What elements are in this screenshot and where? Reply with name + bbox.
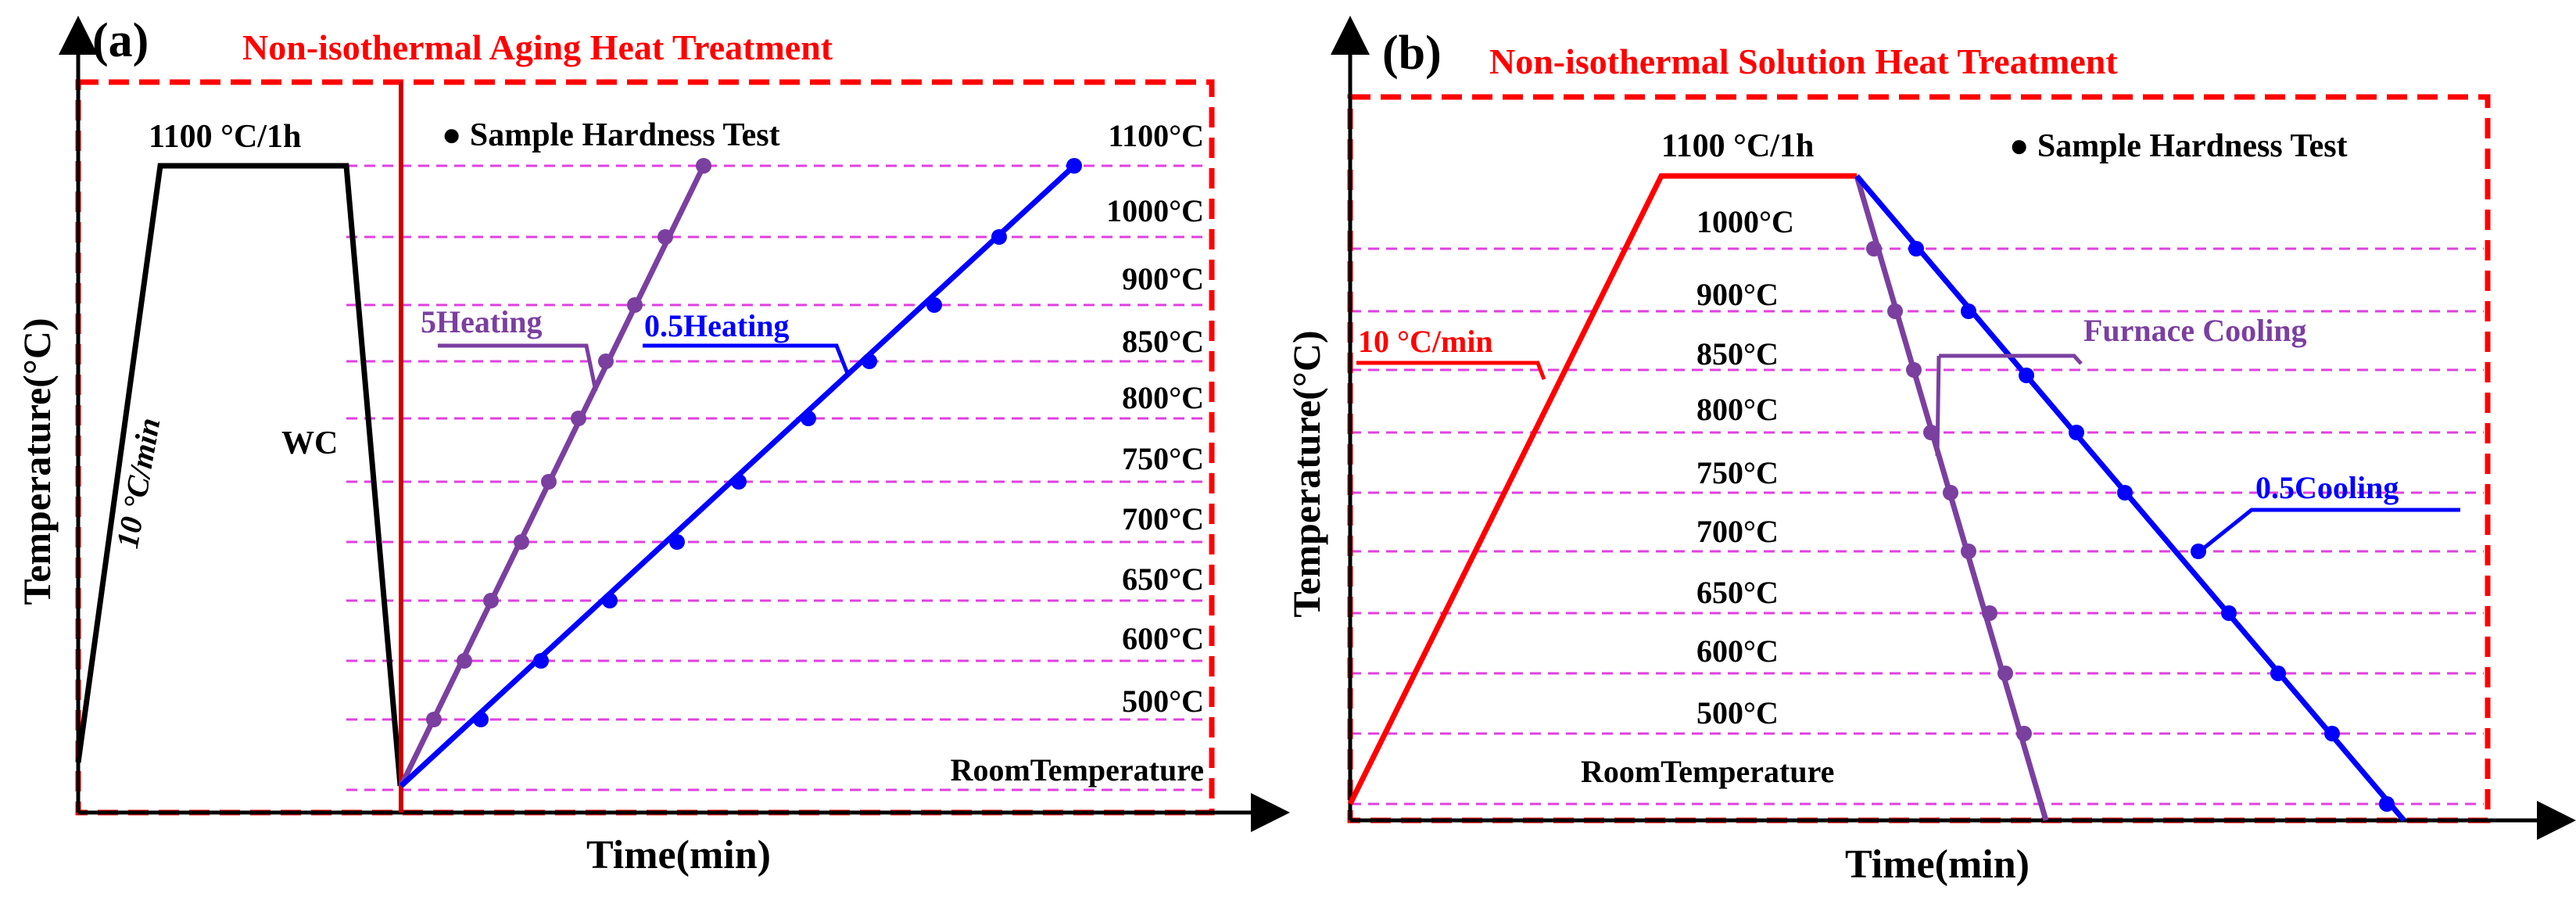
panel-b-heating-profile [1347, 173, 1857, 806]
panel-b-furnace-cooling-point [1943, 485, 1958, 501]
panel-a-0.5heating-point [991, 229, 1007, 245]
panel-b-temp-label: 900°C [1696, 277, 1779, 312]
panel-a-5heating-point [457, 653, 472, 669]
panel-a-5heating-points [426, 158, 711, 727]
panel-a-5heating-label: 5Heating [421, 304, 543, 339]
panel-a-temp-label: 850°C [1122, 324, 1204, 359]
panel-b-furnace-leader-drop [1935, 355, 1941, 457]
panel-b-legend: ● Sample Hardness Test [2009, 128, 2348, 164]
panel-a-temp-label: 1000°C [1106, 193, 1204, 228]
panel-b-furnace-cooling-points [1866, 241, 2032, 741]
panel-b-furnace-cooling-point [1887, 303, 1903, 319]
panel-b-0.5cooling-point [2379, 796, 2395, 812]
panel-a-hold-label: 1100 °C/1h [149, 119, 301, 155]
panel-a: (a) Non-isothermal Aging Heat Treatment … [15, 14, 1290, 877]
panel-b-furnace-cooling-point [1866, 241, 1882, 257]
panel-a-0.5heating-leader [643, 343, 851, 376]
panel-a-0.5heating-point [862, 353, 877, 369]
panel-b-ramp-label: 10 °C/min [1358, 324, 1493, 359]
panel-b-furnace-cooling-point [1906, 362, 1922, 378]
panel-a-0.5heating-point [926, 297, 942, 313]
panel-b-guide-lines [1350, 247, 2484, 806]
panel-a-temp-label: 900°C [1122, 261, 1204, 296]
panel-a-5heating-point [696, 158, 711, 174]
panel-a-solution-profile [75, 163, 403, 787]
panel-a-y-label: Temperature(°C) [15, 318, 59, 605]
panel-a-5heating-point [426, 712, 442, 727]
panel-b-0.5cooling-point [1908, 241, 1924, 257]
panel-b-room-label: RoomTemperature [1581, 754, 1834, 789]
panel-a-frame [75, 79, 1215, 816]
panel-b-title: Non-isothermal Solution Heat Treatment [1489, 41, 2118, 81]
panel-a-temperature-labels: 1100°C 1000°C 900°C 850°C 800°C 750°C 70… [1106, 118, 1204, 719]
panel-a-5heating-point [657, 229, 673, 245]
panel-b-furnace-cooling-point [1997, 666, 2013, 681]
panel-b-temp-label: 750°C [1696, 455, 1779, 490]
panel-b-furnace-cooling-label: Furnace Cooling [2083, 313, 2307, 348]
panel-a-5heating-point [627, 297, 643, 313]
panel-b-0.5cooling-point [2270, 666, 2286, 681]
panel-b-furnace-leader [1939, 353, 2083, 365]
panel-b-hold-label: 1100 °C/1h [1661, 128, 1814, 164]
panel-a-room-label: RoomTemperature [951, 752, 1204, 788]
panel-a-temp-label: 750°C [1122, 441, 1204, 476]
panel-a-guide-lines [346, 164, 1208, 791]
panel-b-temp-label: 500°C [1696, 695, 1779, 730]
panel-b-temp-label: 850°C [1696, 336, 1779, 371]
panel-a-legend: ● Sample Hardness Test [442, 117, 780, 153]
panel-b-0.5cooling-point [1961, 303, 1976, 319]
panel-b-0.5cooling-points [1908, 241, 2395, 812]
panel-a-quench-label: WC [281, 425, 338, 461]
panel-b-furnace-cooling-point [1961, 544, 1976, 559]
panel-b-furnace-cooling-point [2016, 726, 2032, 741]
panel-a-0.5heating-point [533, 653, 549, 669]
panel-b-temp-label: 600°C [1696, 633, 1779, 669]
panel-b-temp-label: 650°C [1696, 575, 1779, 610]
panel-a-0.5heating-label: 0.5Heating [644, 308, 790, 343]
panel-b-temperature-labels: 1000°C 900°C 850°C 800°C 750°C 700°C 650… [1696, 204, 1794, 730]
panel-a-temp-label: 650°C [1122, 562, 1204, 597]
panel-a-temp-label: 700°C [1122, 501, 1204, 536]
panel-b-temp-label: 700°C [1696, 514, 1779, 549]
panel-a-temp-label: 500°C [1122, 684, 1204, 719]
panel-b-0.5cooling-point [2324, 726, 2340, 741]
panel-b-temp-label: 800°C [1696, 392, 1779, 427]
panel-a-5heating-point [571, 411, 586, 426]
panel-a-0.5heating-point [731, 474, 747, 490]
panel-a-5heating-point [541, 474, 557, 490]
panel-b-letter: (b) [1382, 27, 1442, 80]
panel-a-0.5heating-point [801, 411, 816, 426]
panel-a-0.5heating-point [602, 593, 618, 608]
panel-b: (b) Non-isothermal Solution Heat Treatme… [1284, 16, 2576, 887]
panel-a-0.5heating-point [1066, 158, 1082, 174]
panel-b-0.5cooling-point [2019, 368, 2034, 383]
panel-b-ramp-leader [1356, 361, 1546, 380]
panel-a-5heating-point [514, 534, 529, 550]
panel-a-5heating-leader [438, 343, 598, 392]
panel-a-letter: (a) [92, 14, 149, 67]
panel-b-0.5cooling-label: 0.5Cooling [2255, 470, 2399, 505]
panel-b-0.5cooling-point [2117, 485, 2133, 501]
panel-a-5heating-point [483, 593, 499, 608]
panel-b-y-label: Temperature(°C) [1284, 330, 1328, 617]
panel-b-furnace-cooling-point [1923, 425, 1939, 440]
panel-a-x-label: Time(min) [586, 833, 771, 877]
panel-a-0.5heating-points [473, 158, 1082, 727]
panel-b-furnace-cooling-point [1982, 605, 1997, 621]
panel-b-0.5cooling-point [2221, 605, 2237, 621]
panel-a-0.5heating-point [473, 712, 489, 727]
panel-a-temp-label: 600°C [1122, 621, 1204, 656]
panel-b-0.5cooling-point [2069, 425, 2084, 440]
panel-b-temp-label: 1000°C [1696, 204, 1794, 239]
panel-a-temp-label: 800°C [1122, 380, 1204, 415]
panel-b-x-label: Time(min) [1845, 842, 2030, 887]
panel-a-5heating-point [598, 353, 614, 369]
panel-a-title: Non-isothermal Aging Heat Treatment [242, 27, 833, 67]
panel-a-temp-label: 1100°C [1108, 118, 1204, 153]
panel-b-0.5cooling-leader [2191, 508, 2460, 558]
panel-a-0.5heating-point [669, 534, 685, 550]
